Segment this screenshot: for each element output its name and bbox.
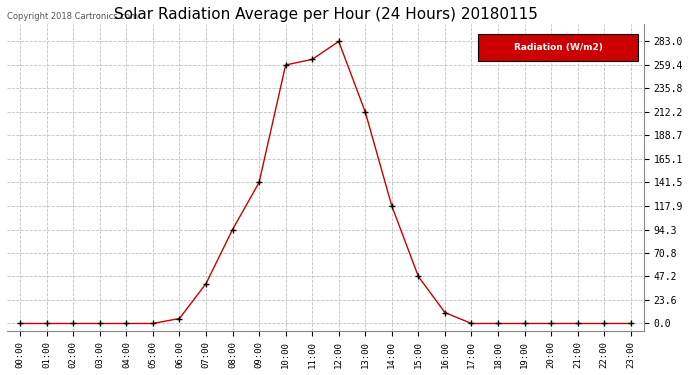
Text: Copyright 2018 Cartronics.com: Copyright 2018 Cartronics.com — [7, 12, 138, 21]
Text: Radiation (W/m2): Radiation (W/m2) — [513, 43, 602, 52]
FancyBboxPatch shape — [478, 34, 638, 62]
Title: Solar Radiation Average per Hour (24 Hours) 20180115: Solar Radiation Average per Hour (24 Hou… — [114, 7, 538, 22]
